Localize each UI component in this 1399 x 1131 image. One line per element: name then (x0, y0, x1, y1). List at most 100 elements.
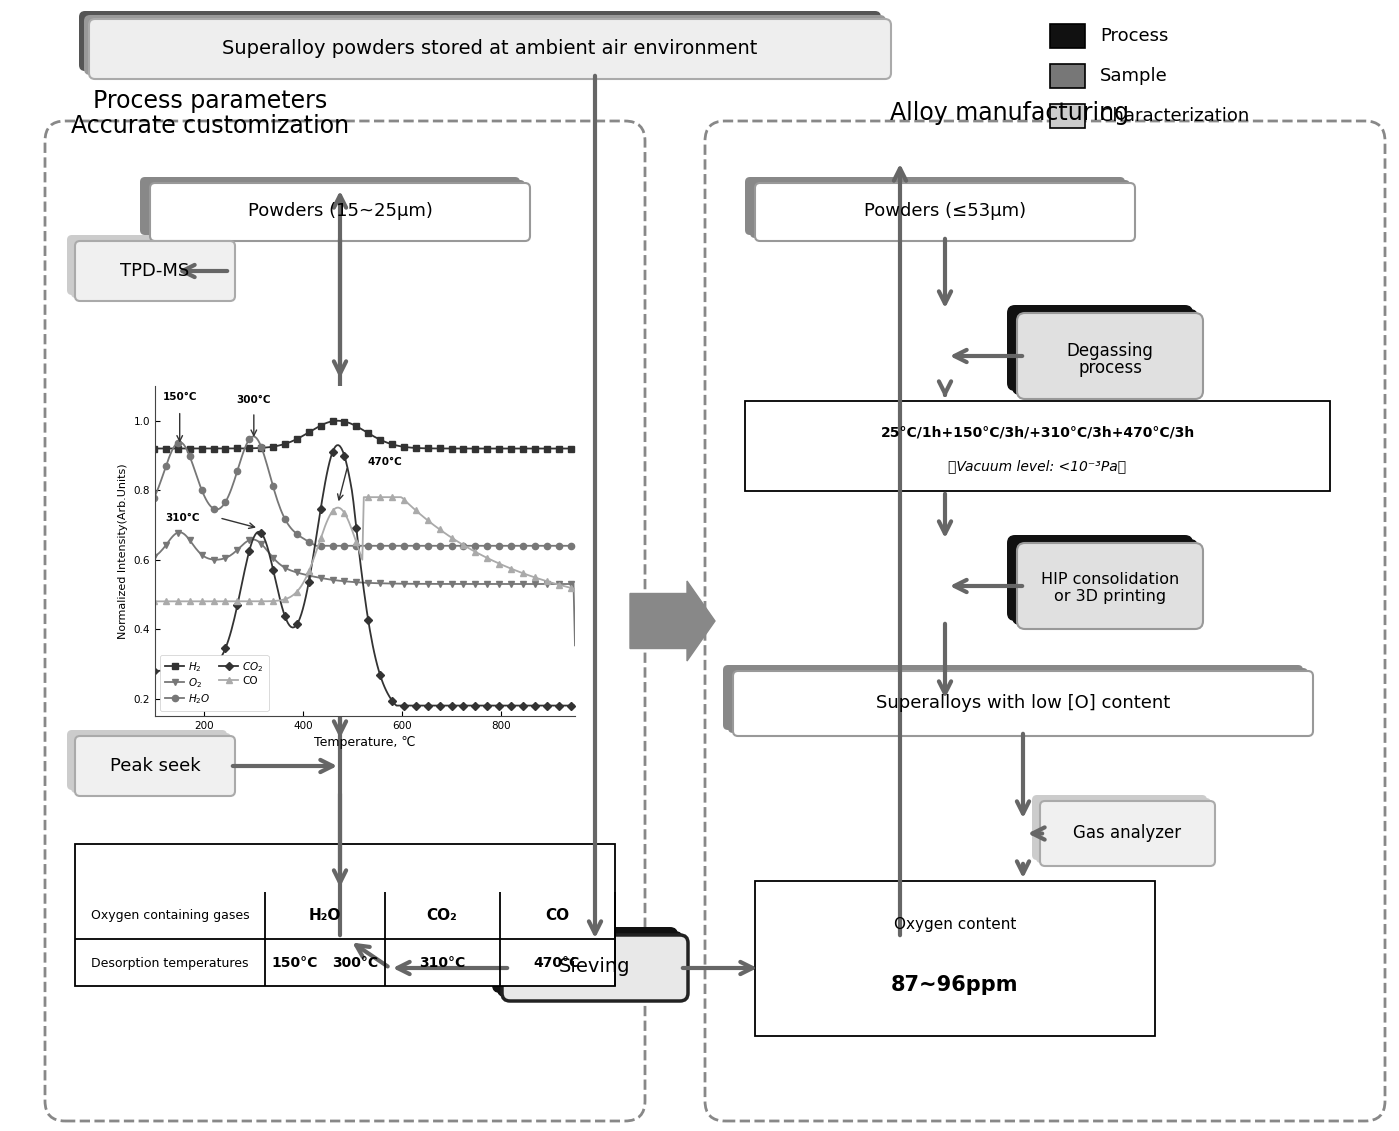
FancyBboxPatch shape (1007, 535, 1193, 621)
Text: Gas analyzer: Gas analyzer (1073, 824, 1182, 843)
Text: （Vacuum level: <10⁻³Pa）: （Vacuum level: <10⁻³Pa） (949, 459, 1126, 473)
FancyArrow shape (630, 581, 715, 661)
Text: Superalloys with low [O] content: Superalloys with low [O] content (876, 693, 1170, 711)
Text: Process parameters: Process parameters (92, 89, 327, 113)
Line: $H_2O$: $H_2O$ (127, 433, 578, 549)
FancyBboxPatch shape (71, 733, 231, 793)
FancyBboxPatch shape (497, 931, 683, 998)
$H_2O$ (567, 539, 583, 553)
FancyBboxPatch shape (1011, 539, 1198, 625)
$H_2O$ (527, 539, 544, 553)
Text: Desorption temperatures: Desorption temperatures (91, 957, 249, 969)
$H_2$ (123, 442, 140, 456)
$O_2$ (567, 639, 583, 653)
FancyBboxPatch shape (76, 241, 235, 301)
$O_2$ (122, 622, 139, 636)
$H_2$ (564, 442, 581, 456)
FancyBboxPatch shape (1017, 313, 1203, 399)
Bar (1051, 64, 1086, 88)
$O_2$ (171, 526, 187, 539)
Line: CO: CO (127, 494, 578, 604)
Text: 300°C: 300°C (332, 956, 378, 970)
Text: HIP consolidation: HIP consolidation (1041, 572, 1179, 587)
$O_2$ (123, 553, 140, 567)
Text: process: process (1079, 359, 1142, 377)
FancyBboxPatch shape (1007, 305, 1193, 391)
FancyBboxPatch shape (76, 736, 235, 796)
Text: Characterization: Characterization (1100, 107, 1249, 126)
$H_2$ (388, 439, 404, 452)
$O_2$ (386, 577, 403, 590)
Text: Oxygen containing gases: Oxygen containing gases (91, 909, 249, 923)
Text: TPD-MS: TPD-MS (120, 262, 190, 280)
$H_2O$ (499, 539, 516, 553)
$CO_2$ (389, 699, 406, 713)
$CO_2$ (388, 699, 404, 713)
FancyBboxPatch shape (78, 11, 881, 71)
$H_2$ (330, 414, 347, 428)
CO (388, 491, 404, 504)
CO (396, 493, 413, 507)
Y-axis label: Normalized Intensity(Arb.Units): Normalized Intensity(Arb.Units) (118, 464, 129, 639)
$O_2$ (396, 577, 413, 590)
CO (122, 595, 139, 608)
FancyBboxPatch shape (90, 19, 891, 79)
$H_2$ (498, 442, 515, 456)
FancyBboxPatch shape (750, 180, 1130, 238)
Bar (76, 844, 616, 986)
Text: 310°C: 310°C (165, 512, 200, 523)
Text: CO: CO (546, 908, 569, 924)
Text: Process: Process (1100, 27, 1168, 45)
$CO_2$ (386, 698, 403, 711)
FancyBboxPatch shape (145, 180, 525, 238)
CO (567, 582, 583, 596)
Legend: $H_2$, $O_2$, $H_2O$, $CO_2$, CO: $H_2$, $O_2$, $H_2O$, $CO_2$, CO (161, 655, 269, 710)
$H_2O$ (397, 539, 414, 553)
$H_2O$ (388, 539, 404, 553)
Line: $H_2$: $H_2$ (127, 417, 578, 451)
$O_2$ (526, 577, 543, 590)
Text: 470°C: 470°C (534, 956, 581, 970)
FancyBboxPatch shape (140, 176, 520, 235)
Text: 150°C: 150°C (162, 392, 197, 403)
FancyBboxPatch shape (746, 176, 1125, 235)
FancyBboxPatch shape (67, 729, 227, 789)
FancyBboxPatch shape (1037, 798, 1212, 863)
Text: 310°C: 310°C (418, 956, 464, 970)
Text: Sample: Sample (1100, 67, 1168, 85)
FancyBboxPatch shape (71, 238, 231, 297)
FancyBboxPatch shape (755, 183, 1135, 241)
FancyBboxPatch shape (1032, 795, 1207, 860)
Text: or 3D printing: or 3D printing (1053, 588, 1165, 604)
FancyBboxPatch shape (492, 927, 679, 993)
Bar (1051, 24, 1086, 48)
Line: $CO_2$: $CO_2$ (127, 442, 578, 708)
Text: Accurate customization: Accurate customization (71, 114, 350, 138)
CO (386, 491, 403, 504)
Text: Peak seek: Peak seek (109, 757, 200, 775)
$H_2O$ (245, 430, 262, 443)
$H_2$ (386, 439, 403, 452)
$CO_2$ (123, 664, 140, 677)
Bar (755, 881, 1156, 1036)
$O_2$ (498, 577, 515, 590)
Text: 87~96ppm: 87~96ppm (891, 975, 1018, 995)
Text: 300°C: 300°C (236, 395, 271, 405)
CO (526, 571, 543, 585)
$H_2$ (526, 442, 543, 456)
Text: Superalloy powders stored at ambient air environment: Superalloy powders stored at ambient air… (222, 40, 758, 59)
$CO_2$ (527, 699, 544, 713)
Text: Alloy manufacturing: Alloy manufacturing (891, 101, 1129, 126)
$H_2O$ (308, 539, 325, 553)
FancyBboxPatch shape (1011, 309, 1198, 395)
FancyBboxPatch shape (727, 668, 1308, 733)
FancyBboxPatch shape (1039, 801, 1214, 866)
FancyBboxPatch shape (733, 671, 1314, 736)
Text: Powders (15~25μm): Powders (15~25μm) (248, 202, 432, 221)
$H_2$ (396, 440, 413, 454)
$CO_2$ (499, 699, 516, 713)
$CO_2$ (397, 699, 414, 713)
$H_2O$ (389, 539, 406, 553)
Text: Degassing: Degassing (1066, 342, 1153, 360)
$H_2O$ (123, 510, 140, 524)
